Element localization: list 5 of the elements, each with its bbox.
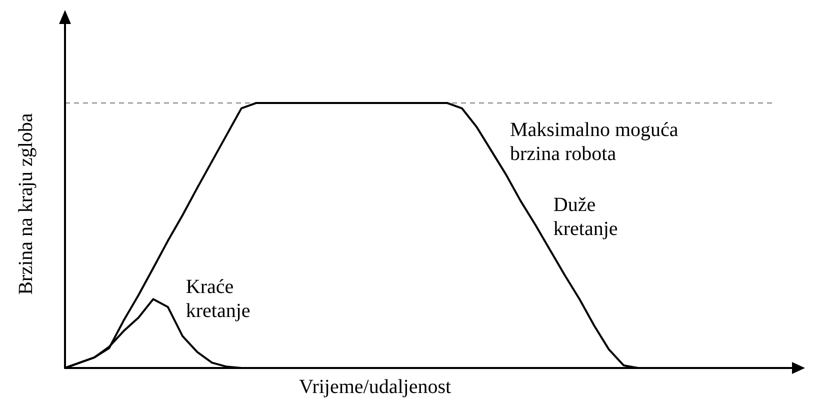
x-axis-title: Vrijeme/udaljenost xyxy=(298,376,452,398)
y-axis-title: Brzina na kraju zgloba xyxy=(15,113,37,295)
ref-line-label: Maksimalno moguća brzina robota xyxy=(510,119,678,165)
series-label: Kraće kretanje xyxy=(186,276,250,322)
series-label: Duže kretanje xyxy=(553,194,618,240)
